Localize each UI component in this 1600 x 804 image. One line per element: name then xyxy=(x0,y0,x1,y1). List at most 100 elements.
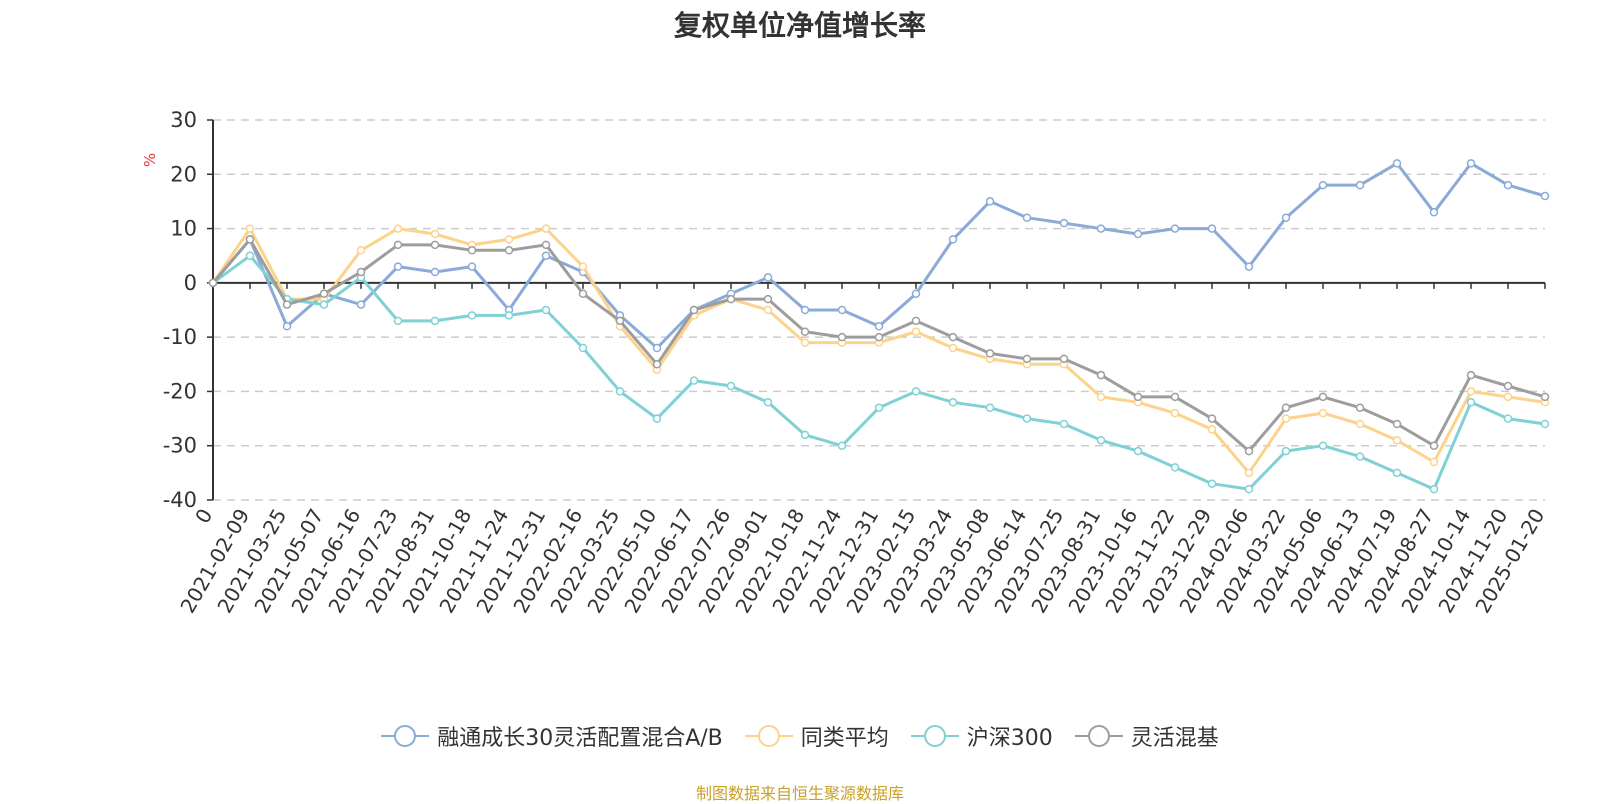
data-point[interactable] xyxy=(985,197,995,206)
data-point[interactable] xyxy=(393,316,403,326)
data-point[interactable] xyxy=(1022,354,1032,364)
data-point[interactable] xyxy=(615,316,625,326)
data-point[interactable] xyxy=(1318,180,1328,190)
data-point[interactable] xyxy=(1022,414,1032,423)
data-point[interactable] xyxy=(245,251,255,260)
data-point[interactable] xyxy=(1170,463,1180,472)
data-point[interactable] xyxy=(245,235,255,244)
data-point[interactable] xyxy=(874,403,884,412)
data-point[interactable] xyxy=(1170,392,1180,402)
data-point[interactable] xyxy=(837,305,847,315)
data-point[interactable] xyxy=(1096,436,1106,445)
data-point[interactable] xyxy=(208,278,218,288)
data-point[interactable] xyxy=(1355,419,1365,429)
data-point[interactable] xyxy=(430,229,440,239)
data-point[interactable] xyxy=(1207,414,1217,423)
data-point[interactable] xyxy=(1170,408,1180,418)
data-point[interactable] xyxy=(1540,392,1550,402)
data-point[interactable] xyxy=(1429,484,1439,494)
data-point[interactable] xyxy=(1466,398,1476,407)
data-point[interactable] xyxy=(1244,446,1254,456)
data-point[interactable] xyxy=(1281,414,1291,423)
data-point[interactable] xyxy=(1281,403,1291,412)
data-point[interactable] xyxy=(615,387,625,396)
data-point[interactable] xyxy=(1207,425,1217,434)
data-point[interactable] xyxy=(985,349,995,358)
legend-item-1[interactable]: 同类平均 xyxy=(744,720,889,752)
legend-item-0[interactable]: 融通成长30灵活配置混合A/B xyxy=(381,720,723,752)
data-point[interactable] xyxy=(393,240,403,250)
data-point[interactable] xyxy=(1429,441,1439,450)
data-point[interactable] xyxy=(763,305,773,315)
data-point[interactable] xyxy=(541,240,551,250)
data-point[interactable] xyxy=(541,251,551,260)
data-point[interactable] xyxy=(1466,370,1476,380)
data-point[interactable] xyxy=(467,246,477,255)
data-point[interactable] xyxy=(1540,191,1550,201)
data-point[interactable] xyxy=(1244,262,1254,271)
data-point[interactable] xyxy=(726,381,736,391)
data-point[interactable] xyxy=(652,360,662,369)
data-point[interactable] xyxy=(1429,457,1439,467)
data-point[interactable] xyxy=(1318,441,1328,450)
data-point[interactable] xyxy=(1096,224,1106,233)
data-point[interactable] xyxy=(911,327,921,336)
data-point[interactable] xyxy=(1392,468,1402,478)
data-point[interactable] xyxy=(837,332,847,342)
data-point[interactable] xyxy=(1355,452,1365,461)
data-point[interactable] xyxy=(1540,419,1550,429)
data-point[interactable] xyxy=(578,262,588,271)
data-point[interactable] xyxy=(1392,419,1402,429)
data-point[interactable] xyxy=(1096,392,1106,402)
data-point[interactable] xyxy=(430,316,440,326)
data-point[interactable] xyxy=(1207,224,1217,233)
data-point[interactable] xyxy=(1466,387,1476,396)
data-point[interactable] xyxy=(282,300,292,309)
legend-item-2[interactable]: 沪深300 xyxy=(910,720,1053,752)
data-point[interactable] xyxy=(1429,208,1439,217)
data-point[interactable] xyxy=(800,338,810,347)
data-point[interactable] xyxy=(1059,419,1069,429)
data-point[interactable] xyxy=(282,322,292,331)
data-point[interactable] xyxy=(800,327,810,336)
data-point[interactable] xyxy=(430,267,440,277)
data-point[interactable] xyxy=(1355,403,1365,412)
data-point[interactable] xyxy=(911,316,921,326)
data-point[interactable] xyxy=(911,387,921,396)
data-point[interactable] xyxy=(985,403,995,412)
data-point[interactable] xyxy=(467,262,477,271)
data-point[interactable] xyxy=(689,376,699,385)
data-point[interactable] xyxy=(948,332,958,342)
data-point[interactable] xyxy=(1096,370,1106,380)
data-point[interactable] xyxy=(652,343,662,353)
data-point[interactable] xyxy=(578,343,588,353)
data-point[interactable] xyxy=(948,343,958,353)
data-point[interactable] xyxy=(689,305,699,315)
data-point[interactable] xyxy=(1392,436,1402,445)
data-point[interactable] xyxy=(1133,392,1143,402)
data-point[interactable] xyxy=(800,305,810,315)
data-point[interactable] xyxy=(1503,180,1513,190)
data-point[interactable] xyxy=(356,246,366,255)
data-point[interactable] xyxy=(1059,354,1069,364)
data-point[interactable] xyxy=(430,240,440,250)
data-point[interactable] xyxy=(319,300,329,309)
data-point[interactable] xyxy=(800,430,810,440)
data-point[interactable] xyxy=(1133,446,1143,456)
data-point[interactable] xyxy=(726,294,736,304)
data-point[interactable] xyxy=(1207,479,1217,488)
data-point[interactable] xyxy=(1392,159,1402,168)
data-point[interactable] xyxy=(652,414,662,423)
data-point[interactable] xyxy=(356,267,366,277)
data-point[interactable] xyxy=(393,262,403,271)
data-point[interactable] xyxy=(504,246,514,255)
data-point[interactable] xyxy=(319,289,329,298)
data-point[interactable] xyxy=(1244,468,1254,478)
data-point[interactable] xyxy=(1466,159,1476,168)
data-point[interactable] xyxy=(504,311,514,320)
data-point[interactable] xyxy=(1059,218,1069,228)
data-point[interactable] xyxy=(1170,224,1180,233)
data-point[interactable] xyxy=(874,322,884,331)
data-point[interactable] xyxy=(504,235,514,244)
legend-item-3[interactable]: 灵活混基 xyxy=(1074,720,1219,752)
